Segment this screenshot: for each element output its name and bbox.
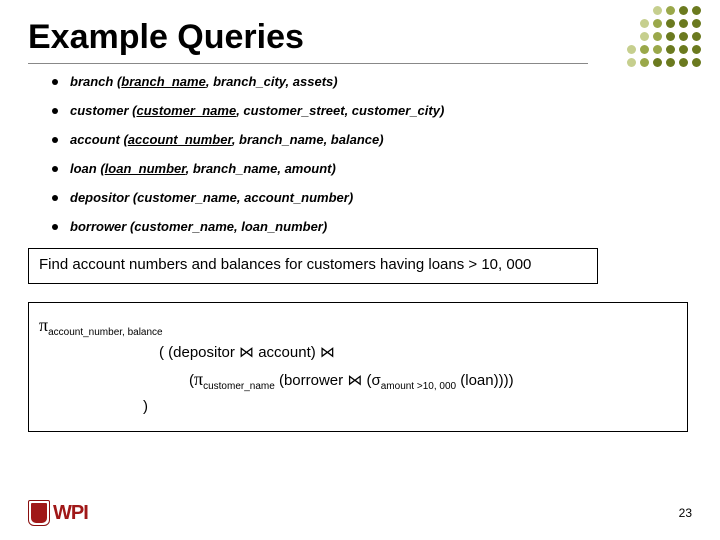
- ra-line-2: ( (depositor ⋈ account) ⋈: [159, 341, 677, 365]
- schema-item: account (account_number, branch_name, ba…: [52, 132, 692, 147]
- logo-text: WPI: [53, 502, 88, 525]
- dot-icon: [640, 32, 649, 41]
- dot-icon: [692, 58, 701, 67]
- schema-item: loan (loan_number, branch_name, amount): [52, 161, 692, 176]
- dot-icon: [666, 58, 675, 67]
- dot-icon: [679, 45, 688, 54]
- dot-icon: [653, 58, 662, 67]
- ra-line-1: πaccount_number, balance: [39, 311, 677, 341]
- dot-icon: [640, 58, 649, 67]
- ra-line-4: ): [143, 395, 677, 419]
- relational-algebra-box: πaccount_number, balance ( (depositor ⋈ …: [28, 302, 688, 432]
- page-number: 23: [679, 506, 692, 520]
- slide-title: Example Queries: [28, 18, 692, 57]
- slide: Example Queries branch (branch_name, bra…: [0, 0, 720, 540]
- dot-icon: [653, 32, 662, 41]
- schema-item: branch (branch_name, branch_city, assets…: [52, 74, 692, 89]
- title-rule: [28, 63, 588, 64]
- dot-icon: [679, 58, 688, 67]
- dot-icon: [653, 6, 662, 15]
- dot-icon: [692, 45, 701, 54]
- dot-icon: [679, 32, 688, 41]
- corner-dots: [627, 6, 702, 68]
- footer: WPI 23: [28, 500, 692, 526]
- dot-icon: [666, 6, 675, 15]
- schema-list: branch (branch_name, branch_city, assets…: [28, 74, 692, 234]
- schema-item: depositor (customer_name, account_number…: [52, 190, 692, 205]
- dot-icon: [679, 19, 688, 28]
- ra-line-3: (πcustomer_name (borrower ⋈ (σamount >10…: [189, 365, 677, 395]
- schema-item: customer (customer_name, customer_street…: [52, 103, 692, 118]
- dot-icon: [653, 19, 662, 28]
- dot-icon: [692, 32, 701, 41]
- dot-icon: [679, 6, 688, 15]
- dot-icon: [666, 19, 675, 28]
- query-box: Find account numbers and balances for cu…: [28, 248, 598, 284]
- schema-item: borrower (customer_name, loan_number): [52, 219, 692, 234]
- dot-icon: [666, 32, 675, 41]
- dot-icon: [627, 45, 636, 54]
- dot-icon: [666, 45, 675, 54]
- dot-icon: [640, 19, 649, 28]
- dot-icon: [692, 6, 701, 15]
- dot-icon: [653, 45, 662, 54]
- dot-icon: [640, 45, 649, 54]
- shield-icon: [28, 500, 50, 526]
- dot-icon: [627, 58, 636, 67]
- dot-icon: [692, 19, 701, 28]
- wpi-logo: WPI: [28, 500, 88, 526]
